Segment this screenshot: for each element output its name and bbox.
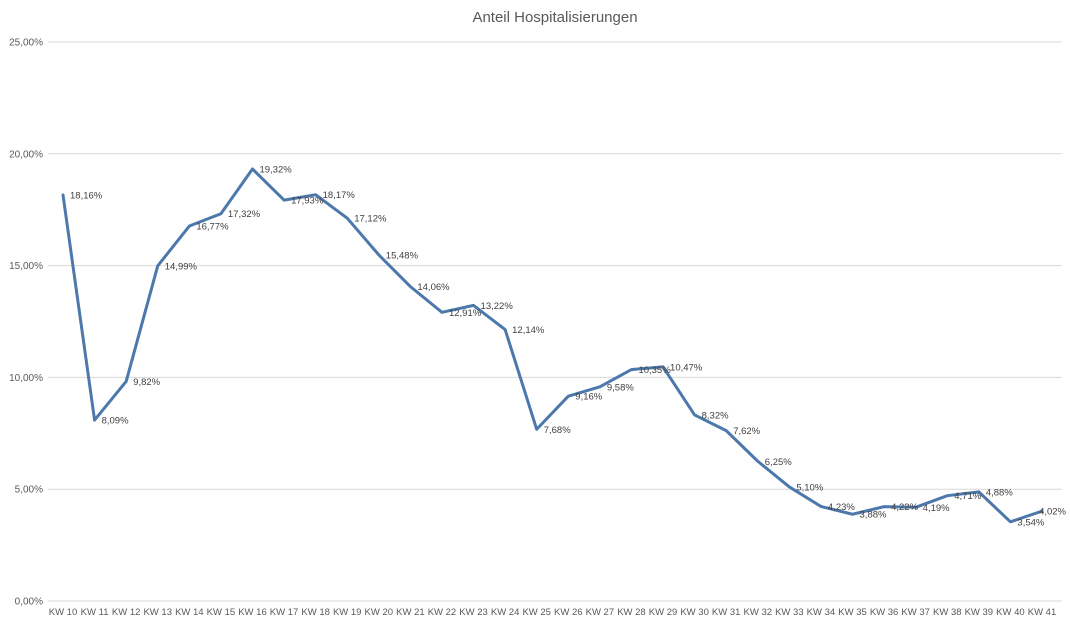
x-axis-tick-label: KW 34 — [807, 607, 836, 618]
data-label: 3,54% — [1017, 517, 1044, 528]
data-label: 13,22% — [481, 301, 514, 312]
data-label: 14,99% — [165, 261, 198, 272]
x-axis-tick-label: KW 11 — [81, 607, 109, 618]
data-label: 7,68% — [544, 425, 571, 436]
x-axis-tick-label: KW 35 — [838, 607, 867, 618]
data-label: 17,32% — [228, 209, 261, 220]
x-axis-tick-label: KW 22 — [428, 607, 457, 618]
data-label: 16,77% — [196, 222, 229, 233]
x-axis-tick-label: KW 17 — [270, 607, 299, 618]
data-label: 5,10% — [796, 482, 823, 493]
data-label: 3,88% — [860, 510, 887, 521]
data-label: 4,88% — [986, 487, 1013, 498]
y-axis-tick-label: 20,00% — [9, 149, 43, 160]
x-axis-tick-label: KW 41 — [1028, 607, 1057, 618]
x-axis-tick-label: KW 18 — [301, 607, 330, 618]
x-axis-tick-label: KW 20 — [365, 607, 394, 618]
y-axis-tick-label: 15,00% — [9, 261, 43, 272]
x-axis-tick-label: KW 12 — [112, 607, 141, 618]
x-axis-tick-label: KW 21 — [396, 607, 425, 618]
x-axis-tick-label: KW 28 — [617, 607, 646, 618]
x-axis-tick-label: KW 27 — [586, 607, 615, 618]
data-label: 12,91% — [449, 308, 482, 319]
data-label: 9,58% — [607, 382, 634, 393]
x-axis-tick-label: KW 32 — [744, 607, 773, 618]
x-axis-tick-label: KW 16 — [238, 607, 267, 618]
data-label: 4,02% — [1039, 507, 1066, 518]
x-axis-tick-label: KW 10 — [49, 607, 78, 618]
x-axis-tick-label: KW 14 — [175, 607, 204, 618]
data-label: 7,62% — [733, 426, 760, 437]
x-axis-tick-label: KW 29 — [649, 607, 678, 618]
series-line — [61, 167, 1044, 524]
x-axis-tick-label: KW 25 — [522, 607, 551, 618]
data-label: 4,22% — [891, 502, 918, 513]
data-label: 4,71% — [954, 491, 981, 502]
x-axis-tick-label: KW 40 — [996, 607, 1025, 618]
x-axis-tick-label: KW 31 — [712, 607, 741, 618]
data-label: 8,32% — [702, 410, 729, 421]
data-label: 9,82% — [133, 377, 160, 388]
data-label: 14,06% — [417, 282, 450, 293]
data-label: 10,35% — [638, 365, 671, 376]
data-label: 9,16% — [575, 392, 602, 403]
data-label: 17,12% — [354, 214, 387, 225]
x-axis-tick-label: KW 26 — [554, 607, 583, 618]
x-axis-tick-label: KW 19 — [333, 607, 362, 618]
x-axis-tick-label: KW 38 — [933, 607, 962, 618]
y-axis-tick-label: 25,00% — [9, 38, 43, 49]
x-axis-tick-label: KW 13 — [143, 607, 172, 618]
x-axis-tick-label: KW 39 — [965, 607, 994, 618]
data-label: 12,14% — [512, 325, 545, 336]
x-axis-tick-label: KW 24 — [491, 607, 520, 618]
x-axis-tick-label: KW 30 — [680, 607, 709, 618]
y-axis-tick-label: 0,00% — [15, 597, 43, 608]
y-axis-tick-label: 10,00% — [9, 373, 43, 384]
data-label: 4,23% — [828, 502, 855, 513]
data-label: 18,16% — [70, 190, 103, 201]
data-label: 10,47% — [670, 362, 703, 373]
x-axis-tick-label: KW 37 — [901, 607, 930, 618]
x-axis-tick-label: KW 15 — [207, 607, 236, 618]
x-axis-tick-label: KW 36 — [870, 607, 899, 618]
data-label: 17,93% — [291, 196, 324, 207]
data-label: 6,25% — [765, 457, 792, 468]
y-axis-tick-label: 5,00% — [15, 485, 43, 496]
chart-title: Anteil Hospitalisierungen — [472, 9, 638, 26]
x-axis-tick-label: KW 23 — [459, 607, 488, 618]
data-label: 18,17% — [323, 190, 356, 201]
data-label: 19,32% — [259, 165, 292, 176]
data-label: 4,19% — [923, 503, 950, 514]
data-label: 15,48% — [386, 250, 419, 261]
data-label: 8,09% — [102, 416, 129, 427]
x-axis-tick-label: KW 33 — [775, 607, 804, 618]
